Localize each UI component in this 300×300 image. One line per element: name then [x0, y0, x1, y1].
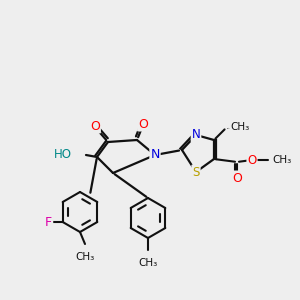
Text: CH₃: CH₃: [75, 252, 94, 262]
Text: N: N: [150, 148, 160, 161]
Text: F: F: [45, 215, 52, 229]
Text: O: O: [90, 119, 100, 133]
Text: HO: HO: [54, 148, 72, 161]
Text: O: O: [232, 172, 242, 184]
Text: N: N: [192, 128, 200, 142]
Text: O: O: [138, 118, 148, 130]
Text: O: O: [248, 154, 256, 166]
Text: methyl: methyl: [227, 128, 232, 129]
Text: CH₃: CH₃: [272, 155, 291, 165]
Text: CH₃: CH₃: [230, 122, 249, 132]
Text: S: S: [192, 166, 200, 178]
Text: CH₃: CH₃: [138, 258, 158, 268]
